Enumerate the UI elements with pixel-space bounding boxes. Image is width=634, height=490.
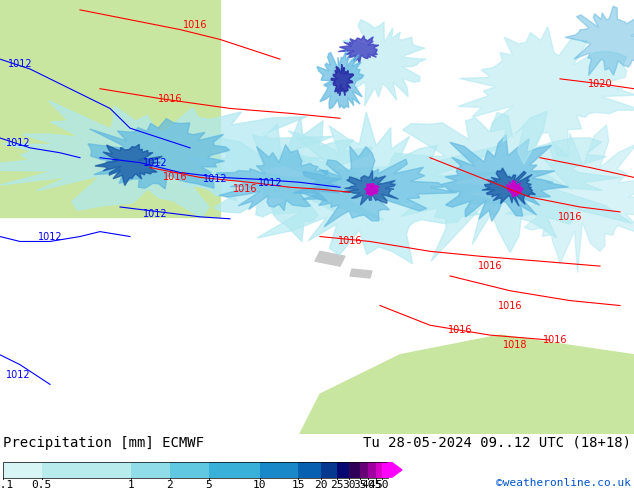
Polygon shape (331, 64, 354, 96)
Text: 0.5: 0.5 (32, 480, 52, 490)
Polygon shape (343, 170, 398, 205)
Text: 1016: 1016 (478, 261, 502, 271)
Polygon shape (257, 112, 538, 264)
Text: 1018: 1018 (503, 340, 527, 350)
Text: 1016: 1016 (233, 184, 257, 194)
Text: 35: 35 (353, 480, 366, 490)
Text: 1012: 1012 (143, 209, 167, 219)
Polygon shape (350, 269, 372, 278)
Polygon shape (130, 118, 215, 217)
Text: ©weatheronline.co.uk: ©weatheronline.co.uk (496, 478, 631, 488)
Text: 10: 10 (253, 480, 266, 490)
Text: 50: 50 (375, 480, 389, 490)
Text: 1020: 1020 (588, 79, 612, 89)
Text: 1016: 1016 (338, 237, 362, 246)
FancyArrow shape (388, 463, 402, 477)
Bar (359, 462, 368, 478)
Polygon shape (88, 119, 230, 189)
Polygon shape (507, 180, 523, 196)
Text: 25: 25 (330, 480, 344, 490)
Text: 5: 5 (205, 480, 212, 490)
Text: 1012: 1012 (8, 59, 32, 69)
Text: 1016: 1016 (163, 172, 187, 182)
Bar (42, 462, 131, 478)
Bar (299, 462, 321, 478)
Text: 1016: 1016 (543, 335, 567, 345)
Polygon shape (458, 26, 634, 164)
Text: 1016: 1016 (498, 300, 522, 311)
Polygon shape (304, 111, 632, 261)
Bar (349, 462, 359, 478)
Bar (337, 462, 349, 478)
Text: 20: 20 (314, 480, 328, 490)
Polygon shape (325, 20, 426, 106)
Polygon shape (365, 183, 379, 196)
Text: 40: 40 (361, 480, 375, 490)
Text: 1012: 1012 (6, 138, 30, 148)
Text: 1016: 1016 (158, 94, 182, 103)
Text: 1012: 1012 (143, 158, 167, 168)
Text: 1012: 1012 (203, 174, 228, 184)
Polygon shape (0, 100, 333, 218)
Bar (260, 462, 299, 478)
FancyBboxPatch shape (0, 0, 220, 217)
Polygon shape (482, 168, 536, 206)
Bar (131, 462, 170, 478)
Text: 1016: 1016 (558, 212, 582, 222)
Polygon shape (441, 135, 569, 221)
Bar (321, 462, 337, 478)
Text: 30: 30 (342, 480, 356, 490)
Polygon shape (300, 335, 634, 434)
Text: Tu 28-05-2024 09..12 UTC (18+18): Tu 28-05-2024 09..12 UTC (18+18) (363, 436, 631, 450)
Text: 45: 45 (369, 480, 382, 490)
Bar (3, 462, 388, 478)
Polygon shape (315, 251, 345, 266)
Text: 0.1: 0.1 (0, 480, 13, 490)
Text: 1: 1 (128, 480, 134, 490)
Polygon shape (338, 36, 378, 64)
Text: 1012: 1012 (6, 369, 30, 380)
Bar (375, 462, 382, 478)
Polygon shape (317, 50, 364, 109)
Polygon shape (293, 146, 456, 227)
Bar (382, 462, 388, 478)
Polygon shape (216, 145, 342, 211)
Bar (3, 462, 42, 478)
Text: 1016: 1016 (448, 325, 472, 335)
Text: 2: 2 (167, 480, 173, 490)
Text: 1012: 1012 (257, 178, 282, 188)
Text: 1012: 1012 (37, 232, 62, 242)
Bar (170, 462, 209, 478)
Polygon shape (565, 6, 634, 75)
Text: 1016: 1016 (183, 20, 207, 29)
Polygon shape (182, 117, 384, 242)
Polygon shape (498, 125, 634, 272)
Text: Precipitation [mm] ECMWF: Precipitation [mm] ECMWF (3, 436, 204, 450)
Text: 15: 15 (292, 480, 305, 490)
Bar (209, 462, 260, 478)
Polygon shape (95, 145, 162, 186)
Bar (368, 462, 375, 478)
